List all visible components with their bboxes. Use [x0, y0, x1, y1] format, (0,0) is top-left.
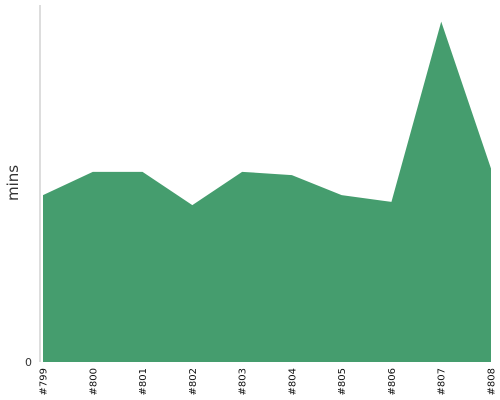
x-tick-label: #806 [387, 368, 398, 395]
x-tick-label: #803 [238, 368, 249, 395]
x-tick-label: #800 [88, 368, 99, 395]
x-tick-label: #802 [188, 368, 199, 395]
y-tick-label: 0 [25, 356, 32, 369]
x-tick-label: #799 [39, 368, 50, 395]
x-tick-label: #807 [437, 368, 448, 395]
y-tick-labels: 0 [25, 356, 32, 369]
area-series [43, 21, 491, 362]
x-tick-label: #801 [138, 368, 149, 395]
x-tick-labels: #799 #800 #801 #802 #803 #804 #805 #806 #807 #808 [39, 368, 498, 395]
x-tick-label: #804 [287, 368, 298, 395]
y-axis-title: mins [4, 165, 22, 201]
x-tick-label: #808 [487, 368, 498, 395]
x-tick-label: #805 [337, 368, 348, 395]
area-layer [43, 21, 491, 362]
